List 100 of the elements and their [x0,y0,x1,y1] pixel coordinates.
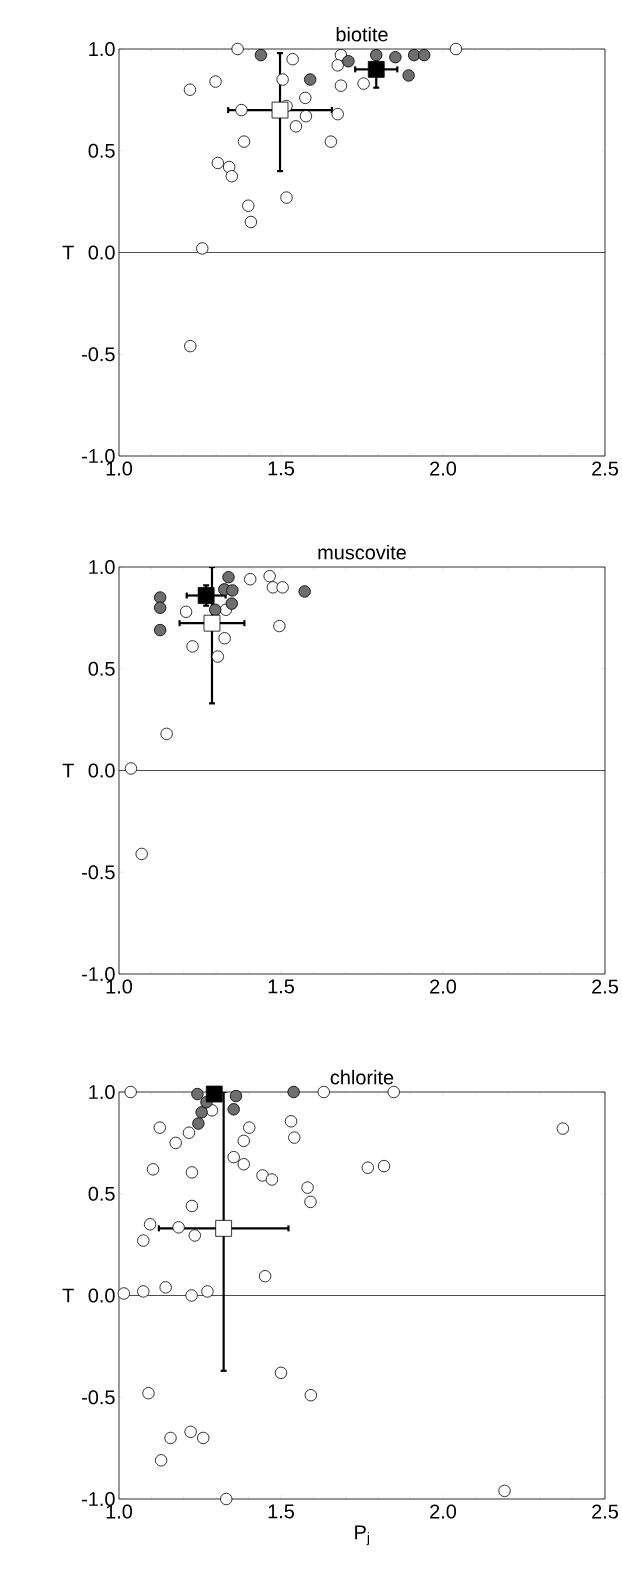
y-tick-label: -1.0 [81,448,115,464]
point [417,48,431,62]
y-tick-label: 0.5 [88,1186,115,1201]
point [298,585,311,598]
point [284,1115,298,1128]
point [237,135,251,148]
y-axis-title: T [62,763,74,778]
point [182,1126,196,1139]
point [369,48,383,62]
point [183,83,197,96]
point [153,601,167,614]
point [263,569,276,583]
point [184,339,197,353]
x-tick-label: 1.5 [268,1504,294,1519]
point [258,1270,272,1283]
point [153,1121,166,1134]
x-tick-label: 2.0 [430,461,456,476]
y-tick-label: 1.0 [89,41,115,57]
point [185,1199,198,1213]
point [231,42,244,56]
point [331,59,344,72]
point [274,1366,288,1380]
point [160,727,173,741]
y-tick-label: -0.5 [81,1390,115,1405]
point [143,1218,157,1231]
point [215,1219,232,1237]
point [225,170,238,183]
point [195,1106,208,1119]
y-tick-label: 0.5 [88,661,115,676]
y-tick-label: -1.0 [81,1491,115,1507]
chart-title: biotite [336,26,388,42]
chart-title: muscovite [318,544,406,560]
point [186,640,199,653]
point [237,1158,250,1171]
x-tick-label: 1.5 [268,979,294,994]
point [184,1425,197,1439]
point [192,1117,205,1130]
point [273,619,286,633]
point [367,61,385,78]
point [191,1087,204,1101]
point [117,1287,130,1300]
point [135,847,148,861]
point [219,1492,233,1506]
x-tick-label: 2.0 [430,979,456,994]
y-tick-label: 0.5 [88,143,115,158]
point [331,107,344,121]
point [159,1281,172,1294]
point [304,1195,317,1209]
point [137,1285,150,1298]
point [124,1085,137,1099]
point [377,1159,391,1173]
point [449,42,463,56]
point [146,1163,160,1176]
x-tick-label: 1.0 [106,979,132,994]
point [361,1161,374,1174]
point [222,571,235,584]
point [276,73,289,86]
y-tick-label: 0.0 [88,763,115,778]
point [389,50,402,64]
point [211,650,224,663]
point [244,215,257,229]
point [357,77,370,90]
point [226,584,239,597]
y-tick-label: 1.0 [89,559,115,575]
point [299,91,312,105]
point [227,1103,240,1116]
point [196,242,209,255]
point [205,1085,223,1103]
point [556,1122,569,1135]
point [407,48,421,62]
point [196,1431,210,1445]
point [387,1085,400,1099]
point [164,1431,177,1445]
point [172,1221,185,1234]
point [287,1085,300,1099]
x-tick-label: 2.5 [592,979,618,994]
point [137,1234,150,1247]
point [201,1285,214,1298]
point [218,632,231,645]
point [209,75,222,88]
y-tick-label: 0.0 [88,1288,115,1303]
x-axis-title: P$_{j}$ [355,1525,369,1546]
point [188,1229,201,1242]
point [242,199,255,212]
point [334,79,348,92]
y-tick-label: 0.0 [88,245,115,260]
point [265,1173,279,1186]
point [280,191,293,204]
x-tick-label: 1.0 [106,1504,132,1519]
chart-title: chlorite [330,1069,394,1085]
point [286,53,299,66]
point [303,73,317,86]
point [498,1484,511,1498]
y-tick-label: -0.5 [81,347,115,362]
point [179,605,193,618]
x-tick-label: 1.5 [268,461,294,476]
x-tick-label: 2.5 [592,1504,618,1519]
point [185,1166,198,1179]
point [243,573,257,586]
point [124,762,138,775]
